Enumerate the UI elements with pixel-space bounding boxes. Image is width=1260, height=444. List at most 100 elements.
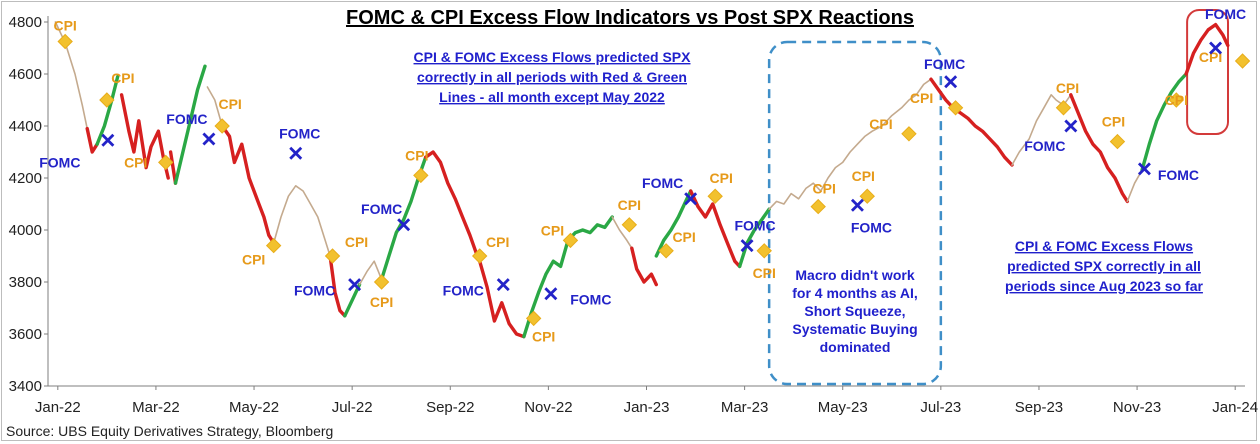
y-tick-label: 4800 bbox=[9, 14, 42, 31]
y-tick-label: 4400 bbox=[9, 118, 42, 135]
cpi-label: CPI bbox=[218, 96, 241, 112]
spx-segment-green bbox=[95, 74, 120, 146]
cpi-marker bbox=[1055, 100, 1072, 116]
spx-segment-tan bbox=[358, 260, 383, 286]
cpi-marker bbox=[373, 274, 390, 290]
fomc-marker bbox=[684, 192, 698, 206]
cpi-label: CPI bbox=[345, 234, 368, 250]
cpi-marker bbox=[324, 248, 341, 264]
cpi-marker bbox=[525, 310, 542, 327]
fomc-label: FOMC bbox=[1024, 138, 1065, 154]
spx-segment-red bbox=[929, 77, 1014, 167]
y-tick-label: 3400 bbox=[9, 378, 42, 395]
y-tick-label: 4600 bbox=[9, 66, 42, 83]
macro-dashed-box bbox=[767, 40, 943, 386]
spx-segment-green bbox=[1140, 72, 1188, 172]
cpi-marker bbox=[1168, 92, 1185, 108]
cpi-label: CPI bbox=[53, 18, 76, 34]
cpi-label: CPI bbox=[672, 229, 695, 245]
cpi-label: CPI bbox=[541, 222, 564, 238]
y-tick-label: 3600 bbox=[9, 326, 42, 343]
macro-note-line: dominated bbox=[820, 339, 891, 355]
spx-segment-red bbox=[478, 259, 526, 339]
x-tick-label: Jul-23 bbox=[920, 399, 961, 416]
right-note-line: predicted SPX correctly in all bbox=[1007, 258, 1201, 274]
spx-segment-green bbox=[173, 64, 207, 185]
fomc-label: FOMC bbox=[1158, 167, 1199, 183]
cpi-label: CPI bbox=[1102, 114, 1125, 130]
cpi-marker bbox=[658, 243, 674, 259]
spx-segment-tan bbox=[611, 216, 633, 249]
cpi-label: CPI bbox=[813, 181, 836, 197]
cpi-marker bbox=[621, 217, 638, 233]
cpi-label: CPI bbox=[486, 234, 509, 250]
fomc-label: FOMC bbox=[279, 125, 320, 141]
fomc-marker bbox=[496, 278, 510, 292]
x-tick-label: Sep-23 bbox=[1015, 399, 1063, 416]
cpi-marker bbox=[158, 154, 174, 171]
top-note-line: Lines - all month except May 2022 bbox=[439, 89, 665, 105]
y-tick-label: 4200 bbox=[9, 170, 42, 187]
fomc-marker bbox=[348, 278, 362, 292]
x-tick-label: Nov-22 bbox=[524, 399, 572, 416]
source-note: Source: UBS Equity Derivatives Strategy,… bbox=[6, 423, 333, 439]
fomc-marker bbox=[544, 287, 558, 301]
fomc-label: FOMC bbox=[924, 56, 965, 72]
x-tick-label: Sep-22 bbox=[426, 399, 474, 416]
fomc-marker bbox=[202, 132, 216, 146]
spx-segment-red bbox=[630, 246, 658, 287]
fomc-marker bbox=[944, 75, 958, 89]
spx-segment-red bbox=[119, 93, 170, 180]
fomc-marker bbox=[101, 133, 115, 147]
spx-segment-green bbox=[654, 189, 693, 258]
spx-segment-tan bbox=[768, 78, 932, 210]
fomc-label: FOMC bbox=[443, 283, 484, 299]
spx-segment-tan bbox=[272, 185, 331, 257]
cpi-marker bbox=[265, 237, 282, 254]
fomc-marker bbox=[289, 146, 303, 160]
cpi-marker bbox=[947, 100, 964, 116]
cpi-marker bbox=[756, 243, 772, 259]
cpi-marker bbox=[214, 118, 230, 134]
fomc-label: FOMC bbox=[294, 283, 335, 299]
spx-segment-green bbox=[566, 215, 614, 243]
chart-title: FOMC & CPI Excess Flow Indicators vs Pos… bbox=[346, 7, 914, 29]
macro-note-line: for 4 months as AI, bbox=[792, 285, 918, 301]
cpi-marker bbox=[1109, 133, 1126, 150]
fomc-marker bbox=[850, 198, 864, 212]
macro-note-line: Systematic Buying bbox=[792, 321, 917, 337]
spx-segment-red bbox=[85, 126, 99, 154]
x-tick-label: Jan-24 bbox=[1212, 399, 1258, 416]
cpi-label: CPI bbox=[405, 147, 428, 163]
cpi-marker bbox=[810, 198, 826, 215]
spx-segment-red bbox=[424, 150, 479, 258]
cpi-label: CPI bbox=[370, 294, 393, 310]
fomc-marker bbox=[1137, 162, 1151, 176]
x-tick-label: Nov-23 bbox=[1113, 399, 1161, 416]
x-tick-label: May-22 bbox=[229, 399, 279, 416]
x-tick-label: Mar-22 bbox=[132, 399, 180, 416]
right-note-line: periods since Aug 2023 so far bbox=[1005, 278, 1203, 294]
cpi-label: CPI bbox=[124, 154, 147, 170]
cpi-marker bbox=[413, 167, 429, 184]
spx-segment-red bbox=[168, 150, 178, 185]
fomc-marker bbox=[397, 218, 411, 232]
fomc-marker bbox=[740, 239, 754, 253]
fomc-label: FOMC bbox=[1205, 6, 1246, 22]
cpi-label: CPI bbox=[1165, 92, 1188, 108]
spx-segment-green bbox=[738, 207, 771, 269]
cpi-label: CPI bbox=[869, 116, 892, 132]
x-tick-label: Jan-23 bbox=[624, 399, 670, 416]
fomc-marker bbox=[1209, 41, 1223, 55]
x-tick-label: May-23 bbox=[818, 399, 868, 416]
fomc-label: FOMC bbox=[39, 154, 80, 170]
x-tick-label: Jul-22 bbox=[332, 399, 373, 416]
cpi-label: CPI bbox=[242, 252, 265, 268]
cpi-marker bbox=[707, 188, 723, 204]
cpi-marker bbox=[859, 188, 875, 204]
cpi-label: CPI bbox=[618, 197, 641, 213]
spx-segment-red bbox=[220, 124, 276, 245]
cpi-label: CPI bbox=[1199, 49, 1222, 65]
